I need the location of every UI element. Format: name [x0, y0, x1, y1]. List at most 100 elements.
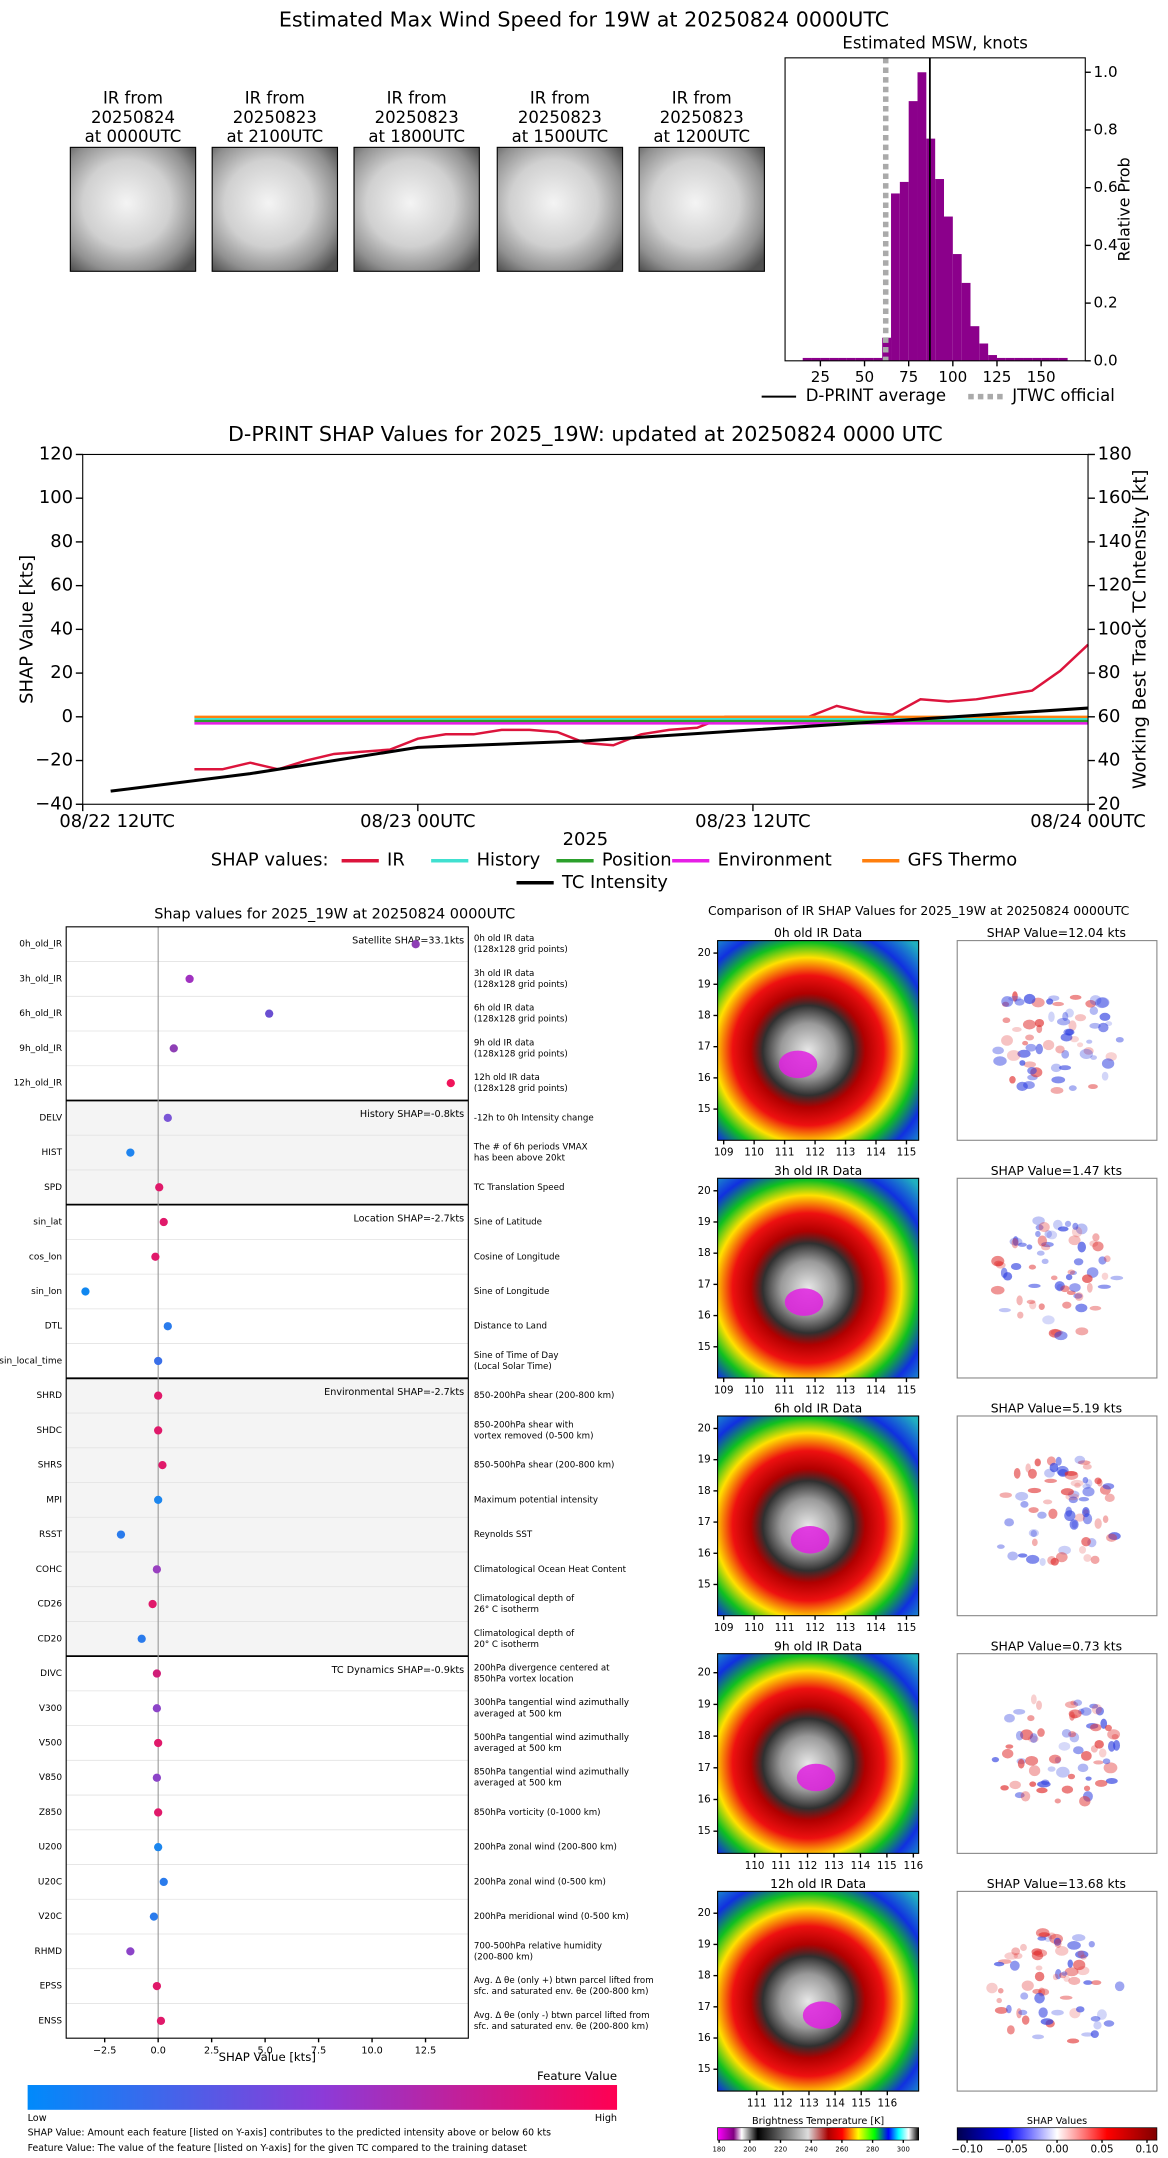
y-tick-label: 120	[39, 443, 73, 464]
feature-description: averaged at 500 km	[474, 1779, 562, 1789]
y2-tick-label: 60	[1098, 706, 1121, 727]
bar	[820, 357, 830, 361]
feature-name: sin_lon	[31, 1287, 62, 1297]
bar	[1041, 357, 1050, 361]
shap-blob	[1080, 1954, 1087, 1960]
y-tick-label: 18	[698, 1009, 711, 1021]
shap-blob	[1058, 1065, 1072, 1071]
shap-blob	[1056, 1283, 1064, 1292]
shap-blob	[1020, 1943, 1027, 1952]
shap-blob	[1075, 1950, 1089, 1959]
shap-blob	[1066, 1290, 1076, 1295]
y-tick-label: 17	[698, 1041, 711, 1053]
shap-blob	[1103, 1762, 1118, 1774]
shap-blob	[1044, 1478, 1057, 1483]
y-tick-label: 0.4	[1094, 236, 1118, 254]
x-tick-label: 113	[836, 1147, 856, 1159]
feature-name: SHRS	[38, 1461, 63, 1471]
x-tick-label: 25	[811, 368, 830, 386]
feature-description: sfc. and saturated env. θe (200-800 km)	[474, 1987, 649, 1997]
panel-title: SHAP Value=13.68 kts	[987, 1876, 1126, 1891]
shap-blob	[1013, 1708, 1026, 1715]
shap-blob	[1062, 1011, 1069, 1022]
feature-name: MPI	[46, 1495, 62, 1505]
shap-blob	[1057, 1469, 1069, 1477]
x-tick-label: 115	[897, 1622, 917, 1634]
shap-blob	[1006, 2025, 1015, 2035]
bar	[1058, 357, 1068, 361]
y-tick-label: 0.8	[1094, 120, 1118, 138]
shap-blob	[999, 1492, 1012, 1498]
shap-blob	[1012, 991, 1018, 1002]
y-tick-label: 16	[698, 1072, 711, 1084]
feature-name: V850	[39, 1773, 62, 1783]
shap-blob	[1021, 1980, 1034, 1991]
shap-blob	[1080, 1750, 1092, 1761]
shap-dot	[446, 1078, 455, 1088]
feature-name: cos_lon	[29, 1252, 62, 1262]
shap-blob	[1041, 1244, 1051, 1251]
shap-blob	[1068, 1085, 1077, 1091]
ir-thumbnail	[69, 146, 197, 272]
panel-title: 9h old IR Data	[774, 1638, 862, 1653]
feature-name: HIST	[42, 1148, 63, 1158]
x-tick-label: 109	[714, 1622, 734, 1634]
shap-blob	[1064, 1967, 1079, 1977]
feature-description: Climatological Ocean Heat Content	[474, 1565, 627, 1575]
feature-description: 700-500hPa relative humidity	[474, 1941, 602, 1951]
shap-blob	[1089, 1703, 1099, 1709]
shap-blob	[1090, 1723, 1102, 1732]
shap-blob	[1039, 1557, 1046, 1566]
x-tick-label: −2.5	[93, 2046, 116, 2057]
feature-name: RSST	[39, 1530, 63, 1540]
shap-dot	[151, 1252, 160, 1261]
x-tick-label: 110	[744, 1384, 764, 1396]
feature-description: Sine of Time of Day	[474, 1351, 559, 1361]
shap-blob	[1014, 998, 1025, 1006]
shap-blob	[1063, 1975, 1070, 1982]
x-tick-label: 2.5	[204, 2046, 219, 2057]
feature-name: SPD	[44, 1183, 62, 1193]
y-tick-label: 19	[698, 1938, 711, 1950]
x-tick-label: 08/23 00UTC	[360, 811, 475, 832]
feature-description: 9h old IR data	[474, 1038, 535, 1048]
y-tick-label: 20	[50, 662, 73, 683]
x-axis-label: SHAP Value [kts]	[219, 2050, 316, 2064]
x-tick-label: 115	[897, 1384, 917, 1396]
shap-blob	[1068, 1235, 1081, 1246]
bar	[979, 343, 989, 361]
y2-tick-label: 140	[1098, 531, 1132, 552]
shap-image	[957, 1891, 1157, 2092]
x-tick-label: 109	[714, 1384, 734, 1396]
shap-blob	[1064, 1701, 1079, 1709]
shap-blob	[1000, 1785, 1009, 1791]
shap-image	[957, 1653, 1157, 1854]
shap-blob	[1077, 1763, 1089, 1773]
shap-blob	[1027, 1735, 1039, 1743]
feature-name: V20C	[38, 1912, 62, 1922]
shap-blob	[1078, 1497, 1090, 1502]
shap-blob	[1101, 1272, 1109, 1281]
feature-description: Climatological depth of	[474, 1594, 575, 1604]
shap-dot	[156, 2016, 166, 2025]
y2-tick-label: 160	[1098, 487, 1132, 508]
thumbnail-label: at 0000UTC	[85, 127, 182, 146]
feature-description: (128x128 grid points)	[474, 945, 568, 955]
y-tick-label: −20	[35, 750, 73, 771]
shap-blob	[1017, 1242, 1027, 1247]
x-tick-label: 114	[825, 2097, 845, 2109]
shap-blob	[1081, 1274, 1093, 1284]
plot-frame	[956, 1415, 1158, 1617]
shap-blob	[1036, 1700, 1042, 1711]
shap-blob	[1006, 2004, 1012, 2014]
colorbar-tick-label: −0.05	[996, 2144, 1028, 2156]
shap-blob	[1082, 1483, 1091, 1490]
shap-blob	[1085, 1776, 1092, 1781]
shap-blob	[1009, 1076, 1016, 1084]
feature-description: 850hPa vortex location	[474, 1675, 574, 1685]
shap-blob	[1060, 1285, 1070, 1293]
x-tick-label: 112	[805, 1147, 825, 1159]
feature-description: (128x128 grid points)	[474, 1015, 568, 1025]
feature-description: Cosine of Longitude	[474, 1252, 560, 1262]
legend-label: JTWC official	[1011, 386, 1115, 405]
